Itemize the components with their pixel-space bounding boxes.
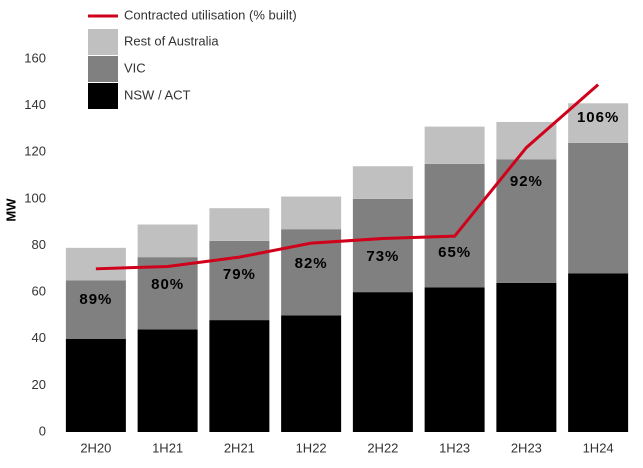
x-tick-label: 2H22 xyxy=(367,440,398,455)
bar-segment xyxy=(568,142,629,274)
bar-segment xyxy=(209,208,270,241)
legend-label: NSW / ACT xyxy=(124,87,191,102)
annotation: 92% xyxy=(510,173,543,190)
y-tick-label: 140 xyxy=(24,97,46,112)
bar-segment xyxy=(352,166,413,199)
annotation: 106% xyxy=(577,109,619,126)
bar-segment xyxy=(352,198,413,293)
legend-swatch xyxy=(88,56,118,82)
annotation: 80% xyxy=(151,276,184,293)
bar-segment xyxy=(496,282,557,432)
line xyxy=(95,83,600,271)
bar-segment xyxy=(424,287,485,432)
annotation: 65% xyxy=(438,244,471,261)
y-tick-label: 80 xyxy=(32,237,46,252)
annotation: 73% xyxy=(366,248,399,265)
x-tick-label: 2H23 xyxy=(511,440,542,455)
y-tick-label: 160 xyxy=(24,50,46,65)
x-tick-label: 2H20 xyxy=(80,440,111,455)
legend-swatch xyxy=(88,83,118,109)
x-tick-label: 1H24 xyxy=(583,440,614,455)
bar-segment xyxy=(65,338,126,432)
annotation: 79% xyxy=(223,266,256,283)
bar-segment xyxy=(281,315,342,432)
annotation: 89% xyxy=(79,291,112,308)
legend-label: Contracted utilisation (% built) xyxy=(124,7,297,22)
bar-segment xyxy=(137,329,198,432)
y-tick-label: 100 xyxy=(24,190,46,205)
x-tick-label: 1H23 xyxy=(439,440,470,455)
bar-segment xyxy=(568,273,629,432)
bar-segment xyxy=(352,292,413,432)
y-tick-label: 60 xyxy=(32,284,46,299)
legend-label: Rest of Australia xyxy=(124,33,219,48)
y-tick-label: 0 xyxy=(39,423,46,438)
annotation: 82% xyxy=(295,255,328,272)
bar-segment xyxy=(65,247,126,281)
y-tick-label: 120 xyxy=(24,144,46,159)
x-tick-label: 2H21 xyxy=(224,440,255,455)
bar-segment xyxy=(137,257,198,330)
bar-segment xyxy=(568,103,629,143)
bar-segment xyxy=(424,126,485,164)
legend-label: VIC xyxy=(124,60,146,75)
x-tick-label: 1H22 xyxy=(296,440,327,455)
bar-segment xyxy=(209,320,270,432)
bar-segment xyxy=(496,159,557,283)
bar-segment xyxy=(137,224,198,258)
y-tick-label: 20 xyxy=(32,377,46,392)
x-tick-label: 1H21 xyxy=(152,440,183,455)
legend-swatch xyxy=(88,29,118,55)
y-tick-label: 40 xyxy=(32,330,46,345)
bar-segment xyxy=(424,163,485,288)
bar-segment xyxy=(281,196,342,230)
y-axis-label: MW xyxy=(3,198,18,222)
bar-segment xyxy=(65,280,126,339)
